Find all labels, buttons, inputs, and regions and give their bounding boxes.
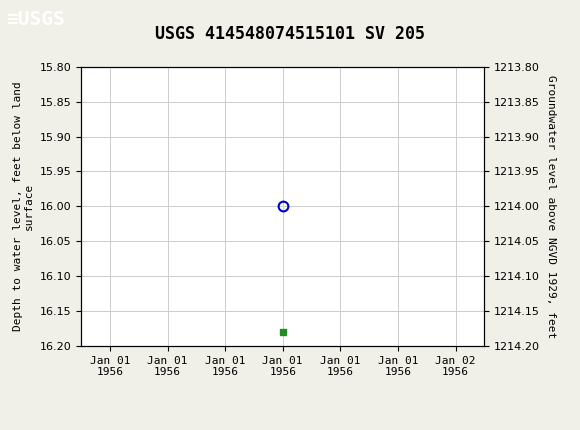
Y-axis label: Groundwater level above NGVD 1929, feet: Groundwater level above NGVD 1929, feet: [546, 75, 556, 338]
Text: USGS 414548074515101 SV 205: USGS 414548074515101 SV 205: [155, 25, 425, 43]
Y-axis label: Depth to water level, feet below land
surface: Depth to water level, feet below land su…: [13, 82, 34, 331]
Text: ≡USGS: ≡USGS: [6, 10, 64, 29]
